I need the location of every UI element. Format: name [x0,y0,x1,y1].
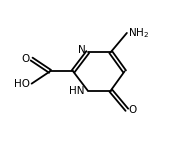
Text: NH$_2$: NH$_2$ [128,26,150,40]
Text: O: O [128,105,137,115]
Text: HN: HN [69,86,85,95]
Text: O: O [22,54,30,64]
Text: HO: HO [14,79,30,89]
Text: N: N [78,45,85,55]
